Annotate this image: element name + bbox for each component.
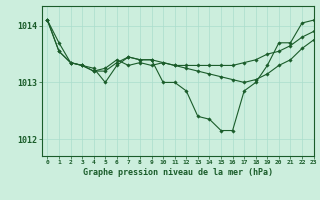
X-axis label: Graphe pression niveau de la mer (hPa): Graphe pression niveau de la mer (hPa): [83, 168, 273, 177]
